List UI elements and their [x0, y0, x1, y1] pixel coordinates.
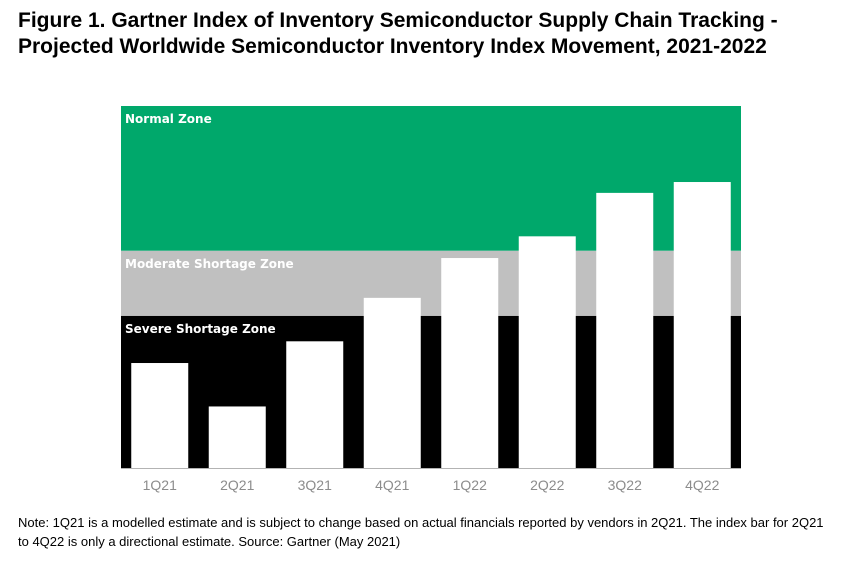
moderate-shortage-zone-label: Moderate Shortage Zone	[125, 257, 294, 271]
x-tick-2q22: 2Q22	[530, 477, 564, 493]
x-tick-3q22: 3Q22	[608, 477, 642, 493]
inventory-index-chart: Normal Zone Moderate Shortage Zone Severe …	[121, 106, 741, 493]
normal-zone-label: Normal Zone	[125, 112, 212, 126]
x-axis-tick-labels: 1Q21 2Q21 3Q21 4Q21 1Q22 2Q22 3Q22 4Q22	[143, 477, 720, 493]
index-bars	[121, 182, 741, 469]
chart-note: Note: 1Q21 is a modelled estimate and is…	[18, 515, 824, 549]
severe-shortage-zone-label: Severe Shortage Zone	[125, 322, 276, 336]
bar-4q21	[363, 297, 421, 468]
chart-title: Figure 1. Gartner Index of Inventory Sem…	[18, 9, 778, 58]
bar-1q21	[131, 363, 189, 468]
x-tick-4q21: 4Q21	[375, 477, 409, 493]
x-tick-3q21: 3Q21	[298, 477, 332, 493]
bar-2q22	[518, 236, 576, 468]
x-tick-1q22: 1Q22	[453, 477, 487, 493]
x-tick-4q22: 4Q22	[685, 477, 719, 493]
x-tick-1q21: 1Q21	[143, 477, 177, 493]
bar-2q21	[208, 406, 266, 468]
x-tick-2q21: 2Q21	[220, 477, 254, 493]
bar-3q22	[596, 192, 654, 468]
bar-3q21	[286, 341, 344, 468]
bar-4q22	[673, 182, 731, 468]
bar-1q22	[441, 258, 499, 468]
